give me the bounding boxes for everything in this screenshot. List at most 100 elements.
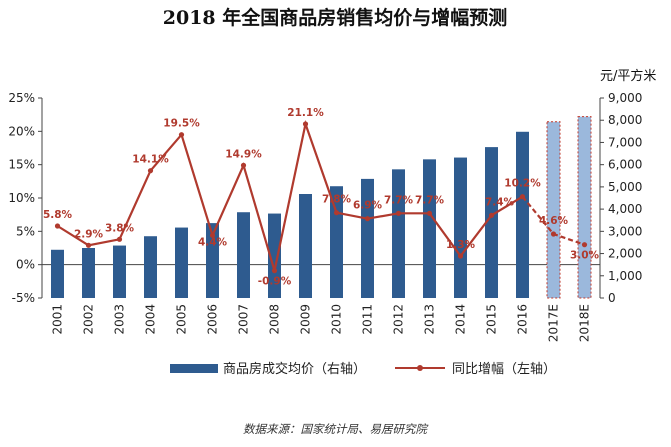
data-source: 数据来源：国家统计局、易居研究院 [243, 422, 428, 436]
growth-point [147, 168, 154, 174]
growth-point [271, 268, 278, 274]
growth-point [519, 194, 526, 200]
right-tick-label: 8,000 [608, 113, 642, 127]
legend-bar-label: 商品房成交均价（右轴） [223, 361, 366, 377]
price-bar [113, 245, 126, 298]
x-tick-label: 2011 [361, 304, 375, 335]
growth-data-label: 5.8% [43, 209, 73, 221]
growth-point [209, 232, 216, 238]
growth-point [116, 236, 123, 242]
growth-point [550, 231, 557, 237]
x-tick-label: 2012 [392, 304, 406, 335]
left-tick-label: -5% [12, 291, 35, 305]
growth-line [54, 119, 588, 274]
growth-point [364, 216, 371, 222]
legend-bar-swatch [170, 364, 218, 373]
right-tick-label: 9,000 [608, 91, 642, 105]
x-tick-label: 2005 [175, 304, 189, 335]
right-tick-label: 3,000 [608, 224, 642, 238]
right-axis-unit: 元/平方米 [600, 68, 656, 84]
growth-point [333, 210, 340, 216]
growth-data-label: 4.4% [198, 236, 228, 248]
legend: 商品房成交均价（右轴） 同比增幅（左轴） [170, 361, 556, 377]
growth-point [426, 210, 433, 216]
axes: -5% 0% 5% 10% 15% 20% 25% 0 1,000 2,000 3,000 4,000… [8, 91, 642, 305]
growth-line-actual [56, 119, 524, 271]
x-tick-label: 2015 [485, 304, 499, 335]
price-bar [299, 194, 312, 298]
growth-data-label: 3.8% [105, 222, 135, 234]
growth-data-label: 1.3% [446, 239, 476, 251]
x-tick-label: 2018E [578, 304, 592, 342]
x-tick-labels: 2001 2002 2003 2004 2005 2006 2007 2008 2009 2010… [51, 304, 592, 342]
growth-point [457, 253, 464, 259]
x-tick-label: 2017E [547, 304, 561, 342]
left-tick-label: 0% [16, 258, 35, 272]
growth-data-label: 7.4% [485, 196, 515, 208]
price-bar [516, 131, 529, 298]
price-bar [175, 227, 188, 298]
growth-data-label: 7.7% [415, 194, 445, 206]
right-tick-label: 1,000 [608, 269, 642, 283]
chart-title: 2018 年全国商品房销售均价与增幅预测 [163, 6, 508, 29]
growth-data-label: 3.0% [570, 250, 600, 262]
price-bar [144, 236, 157, 298]
legend-line-marker [417, 365, 423, 371]
price-bar [392, 169, 405, 298]
x-tick-label: 2014 [454, 304, 468, 335]
price-bar-estimate [577, 116, 592, 299]
price-bar [361, 178, 374, 298]
left-tick-label: 5% [16, 224, 35, 238]
x-tick-label: 2007 [237, 304, 251, 335]
price-bar [51, 249, 64, 298]
growth-point [178, 132, 185, 138]
price-bar [206, 223, 219, 298]
price-bar [82, 248, 95, 298]
growth-point [302, 121, 309, 127]
growth-point [488, 212, 495, 218]
growth-data-label: 4.6% [539, 215, 569, 227]
left-tick-label: 15% [8, 158, 35, 172]
right-tick-label: 6,000 [608, 158, 642, 172]
data-labels: 5.8%2.9% 3.8% 14.1% 19.5% 4.4% 14.9% -0.9% 21.1… [43, 107, 600, 288]
left-tick-label: 20% [8, 124, 35, 138]
x-tick-label: 2003 [113, 304, 127, 335]
right-tick-label: 5,000 [608, 180, 642, 194]
x-tick-label: 2006 [206, 304, 220, 335]
right-tick-label: 2,000 [608, 247, 642, 261]
x-tick-label: 2001 [51, 304, 65, 335]
growth-data-label: -0.9% [258, 276, 292, 288]
growth-data-label: 6.9% [353, 200, 383, 212]
x-tick-label: 2002 [82, 304, 96, 335]
growth-data-label: 10.2% [504, 178, 541, 190]
growth-data-label: 14.9% [225, 148, 262, 160]
x-tick-label: 2013 [423, 304, 437, 335]
x-tick-label: 2010 [330, 304, 344, 335]
growth-point [240, 162, 247, 168]
price-bar [423, 159, 436, 298]
growth-data-label: 14.1% [132, 154, 169, 166]
price-bar [454, 157, 467, 298]
growth-point [54, 223, 61, 229]
legend-line-label: 同比增幅（左轴） [452, 362, 556, 377]
growth-data-label: 2.9% [74, 228, 104, 240]
growth-point [395, 210, 402, 216]
right-tick-label: 0 [608, 291, 616, 305]
price-bar [268, 213, 281, 298]
growth-data-label: 7.8% [322, 194, 352, 206]
x-tick-label: 2004 [144, 304, 158, 335]
left-tick-label: 25% [8, 91, 35, 105]
right-tick-label: 7,000 [608, 135, 642, 149]
x-tick-label: 2009 [299, 304, 313, 335]
growth-data-label: 19.5% [163, 118, 200, 130]
left-tick-label: 10% [8, 191, 35, 205]
price-bar-estimate [546, 121, 561, 299]
growth-point [85, 242, 92, 248]
price-bar [237, 212, 250, 298]
growth-data-label: 7.7% [384, 194, 414, 206]
x-tick-label: 2016 [516, 304, 530, 335]
growth-point [581, 242, 588, 248]
right-tick-label: 4,000 [608, 202, 642, 216]
growth-data-label: 21.1% [287, 107, 324, 119]
